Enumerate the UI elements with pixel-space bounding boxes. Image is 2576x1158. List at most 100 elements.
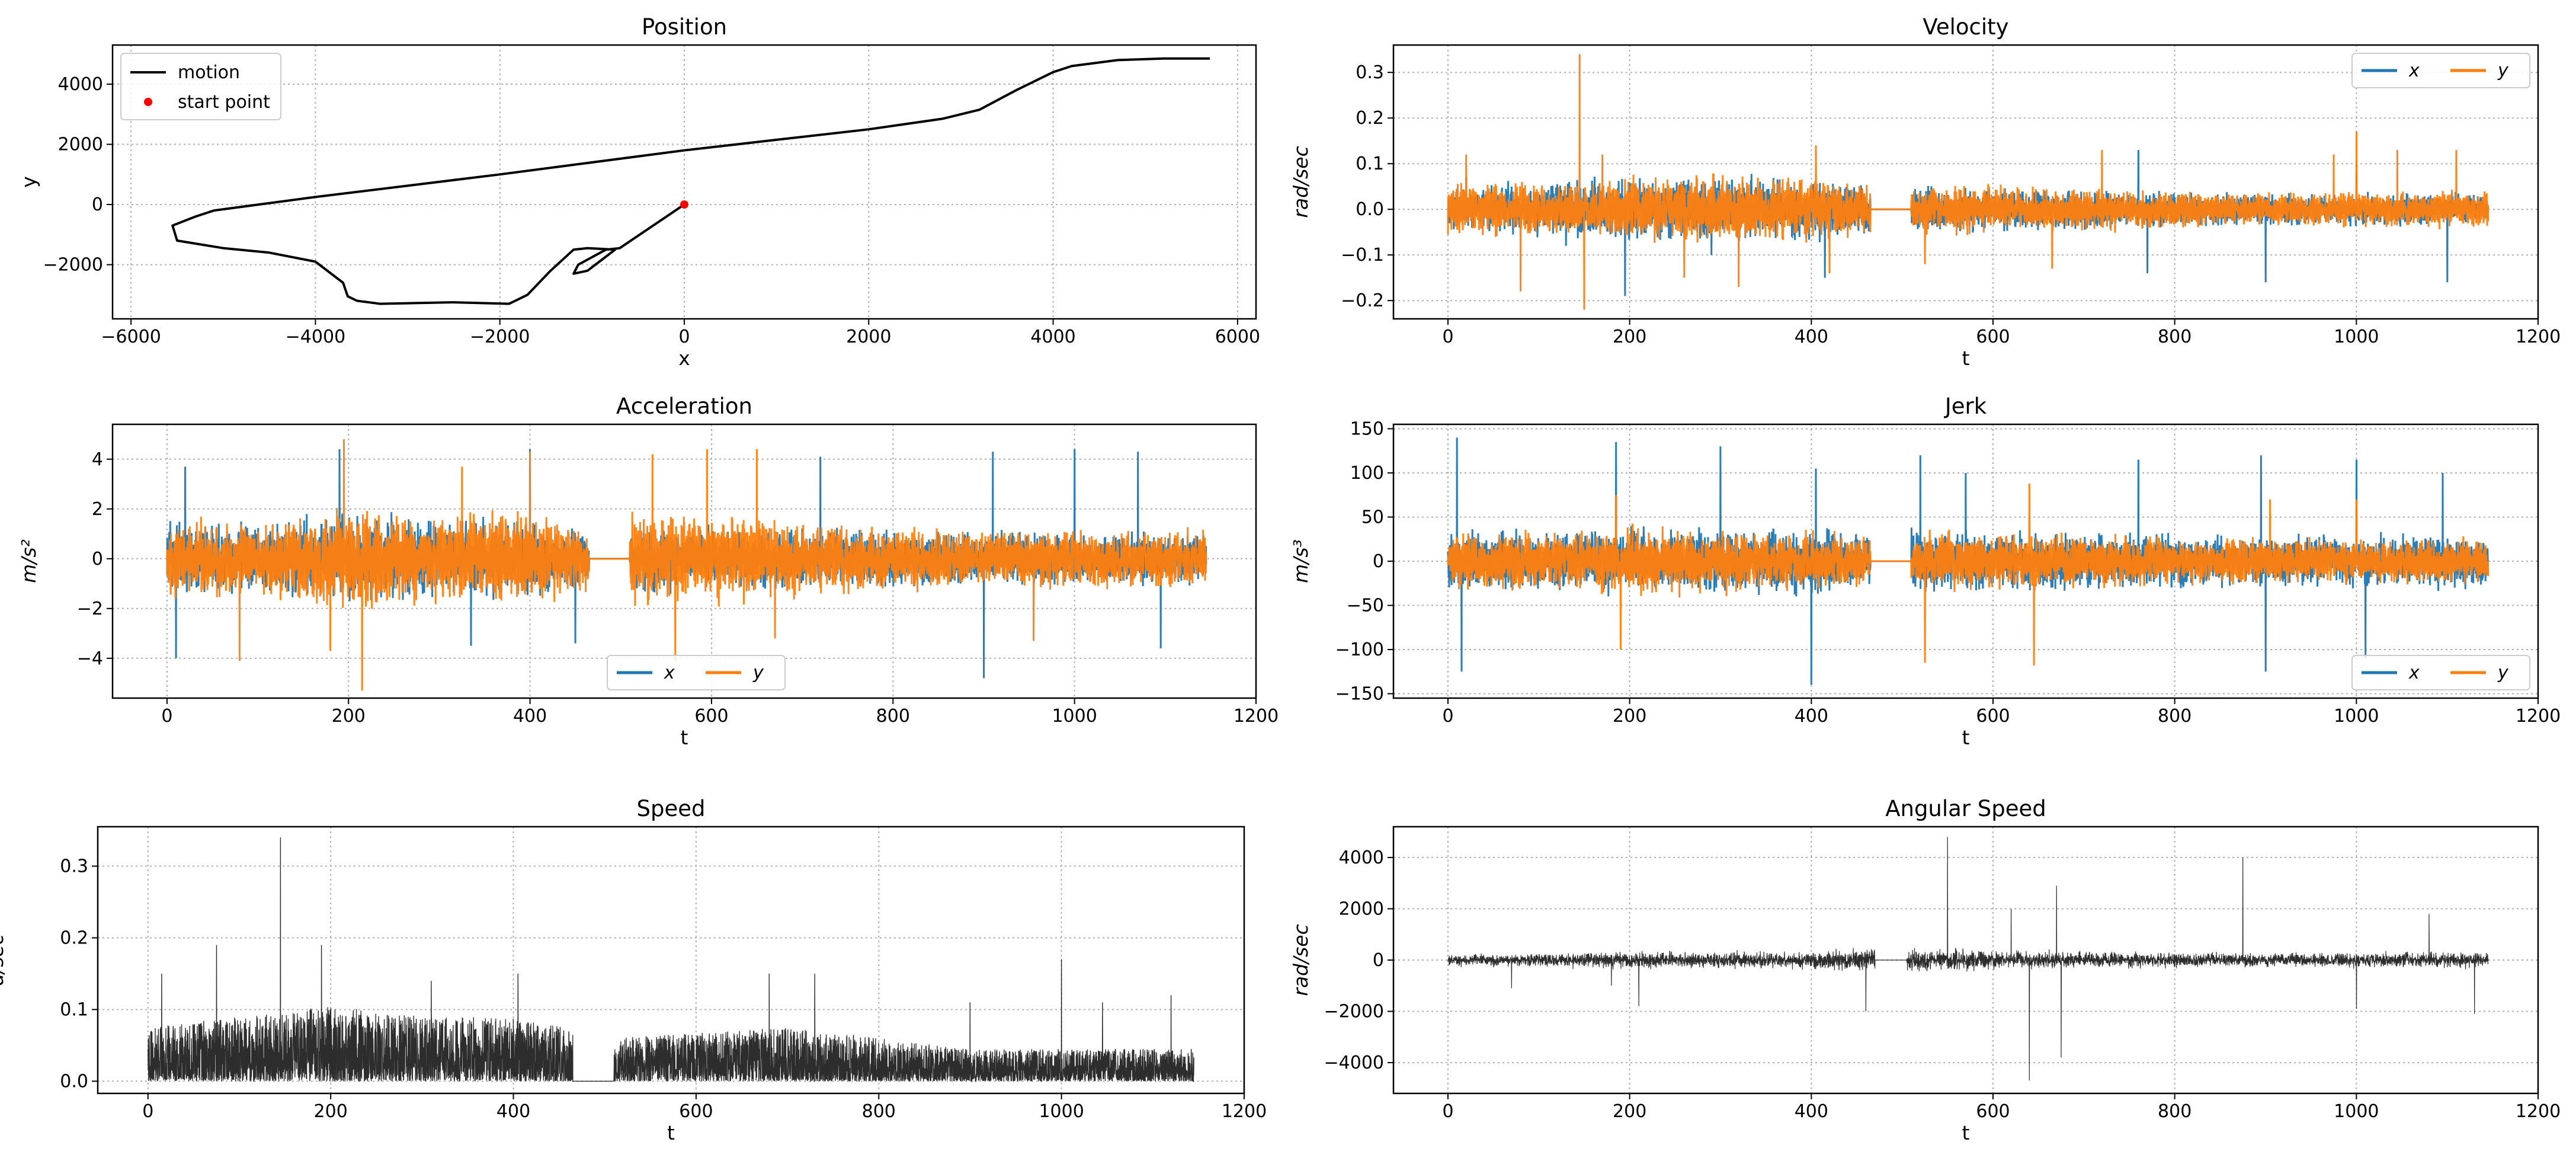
- x-tick-label: 600: [679, 1101, 713, 1122]
- x-tick-label: 400: [496, 1101, 530, 1122]
- axes-frame: [111, 423, 1257, 699]
- x-tick-label: 1000: [2334, 327, 2379, 347]
- y-axis-label: m/s²: [17, 539, 40, 583]
- y-tick-label: 4000: [1339, 847, 1384, 868]
- panel-jerk: Jerk 0 200 400 600 800 1000 1200 −150 −100 −50 0 50 1…: [1289, 394, 2561, 749]
- plot-area: [148, 837, 1194, 1083]
- y-tick-label: 0.1: [1356, 153, 1384, 174]
- plot-area: [171, 57, 1210, 305]
- x-tick-label: 1200: [1222, 1101, 1267, 1122]
- y-tick-label: 0.2: [1356, 108, 1384, 129]
- y-tick-label: −2000: [1324, 1002, 1384, 1022]
- x-tick-label: 1000: [2334, 706, 2379, 727]
- x-tick-label: 0: [1442, 327, 1453, 347]
- x-tick-label: 6000: [1215, 327, 1260, 347]
- panel-title: Angular Speed: [1885, 796, 2046, 821]
- x-tick-label: −4000: [286, 327, 345, 347]
- x-tick-label: 800: [2158, 1101, 2191, 1122]
- panel-title: Speed: [637, 796, 706, 821]
- y-axis-label: d/sec: [0, 934, 8, 986]
- y-tick-label: 0.0: [1356, 199, 1384, 220]
- panel-title: Velocity: [1923, 14, 2008, 40]
- series-angular-line: [1447, 837, 2489, 1081]
- x-tick-label: 1200: [2516, 706, 2561, 727]
- y-axis-label: rad/sec: [1289, 146, 1312, 218]
- series-speed-line: [148, 837, 1194, 1083]
- legend-label: x: [664, 663, 675, 683]
- x-axis-label: t: [1962, 726, 1970, 749]
- y-tick-label: 4000: [58, 74, 103, 95]
- series-y-line: [1447, 483, 2490, 666]
- y-tick-label: 150: [1350, 418, 1384, 439]
- y-tick-label: 2000: [58, 135, 103, 155]
- legend-box: [2351, 53, 2530, 88]
- y-tick-label: 0: [92, 194, 103, 215]
- legend: motion start point: [120, 53, 281, 120]
- panel-angular: Angular Speed 0 200 400 600 800 1000 1200 −4000 −…: [1289, 796, 2561, 1144]
- x-tick-label: 800: [2158, 706, 2191, 727]
- x-tick-label: 600: [1976, 327, 2010, 347]
- x-tick-label: 1200: [2516, 1101, 2561, 1122]
- x-tick-label: 0: [142, 1101, 153, 1122]
- series-motion: [171, 57, 1210, 305]
- y-tick-label: 4: [92, 449, 103, 470]
- x-tick-label: 800: [862, 1101, 896, 1122]
- x-tick-label: 600: [1976, 706, 2010, 727]
- legend-box: [120, 53, 281, 120]
- x-tick-label: 1000: [2334, 1101, 2379, 1122]
- legend-box: [2351, 655, 2530, 690]
- y-tick-label: −2000: [43, 255, 103, 276]
- y-tick-label: −0.1: [1341, 245, 1384, 265]
- legend-label: motion: [178, 62, 240, 83]
- y-tick-label: −2: [77, 599, 103, 619]
- y-tick-label: 2000: [1339, 898, 1384, 919]
- x-tick-label: 400: [1795, 706, 1828, 727]
- panel-velocity: Velocity 0 200 400 600 800 1000 1200 −0.2 −0.1 0.0…: [1289, 14, 2561, 370]
- legend-label: y: [2497, 60, 2509, 81]
- y-tick-label: −150: [1335, 684, 1384, 705]
- y-axis-label: rad/sec: [1289, 924, 1312, 996]
- axes-frame: [97, 826, 1245, 1095]
- x-tick-label: 4000: [1030, 327, 1075, 347]
- x-axis-label: t: [1962, 347, 1970, 370]
- x-tick-label: 200: [332, 706, 366, 727]
- y-tick-label: 0: [1373, 551, 1384, 572]
- x-tick-label: 200: [1613, 706, 1646, 727]
- y-axis-label: y: [17, 176, 40, 188]
- x-tick-label: 1200: [1233, 706, 1279, 727]
- panel-speed: Speed 0 200 400 600 800 1000 1200 0.0 0.1 0.2 0.3 t d…: [0, 796, 1267, 1144]
- legend-box: [607, 655, 786, 690]
- y-tick-label: 0.0: [60, 1071, 88, 1092]
- x-tick-label: 0: [161, 706, 172, 727]
- x-tick-label: 1200: [2516, 327, 2561, 347]
- panel-title: Position: [642, 14, 727, 40]
- y-tick-label: −100: [1335, 639, 1384, 660]
- x-tick-label: 0: [1442, 1101, 1453, 1122]
- x-axis-label: t: [667, 1121, 675, 1144]
- y-tick-label: −4: [77, 648, 103, 669]
- y-tick-label: 0: [92, 549, 103, 570]
- plot-area: [1447, 54, 2490, 310]
- y-tick-label: 0.2: [60, 928, 88, 949]
- panel-title: Jerk: [1944, 394, 1987, 419]
- series-y-line: [166, 439, 1207, 691]
- plot-area: [1447, 437, 2490, 685]
- legend-start-swatch: [144, 98, 152, 106]
- x-axis-label: x: [678, 347, 690, 370]
- x-tick-label: 1000: [1039, 1101, 1084, 1122]
- panel-acceleration: Acceleration 0 200 400 600 800 1000 1200 −4 −2 0 2 4…: [17, 394, 1279, 749]
- x-tick-label: 600: [694, 706, 728, 727]
- y-tick-label: −4000: [1324, 1053, 1384, 1073]
- y-axis-label: m/s³: [1289, 539, 1312, 583]
- x-tick-label: 400: [1795, 1101, 1828, 1122]
- y-tick-label: 50: [1361, 507, 1384, 527]
- y-tick-label: 0.3: [60, 856, 88, 877]
- y-tick-label: 0.3: [1356, 62, 1384, 83]
- plot-area: [1447, 837, 2489, 1081]
- x-tick-label: 800: [876, 706, 910, 727]
- y-tick-label: 0.1: [60, 999, 88, 1020]
- x-tick-label: 200: [1613, 327, 1646, 347]
- x-tick-label: 2000: [846, 327, 891, 347]
